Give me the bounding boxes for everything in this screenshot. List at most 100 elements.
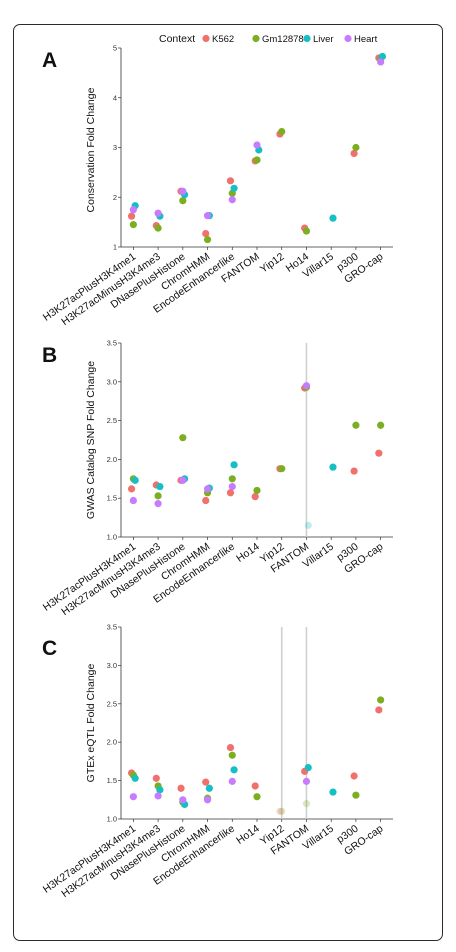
point-gm12878 (253, 156, 261, 164)
point-liver (156, 786, 164, 794)
y-tick-label: 3.0 (107, 377, 117, 386)
point-k562 (251, 493, 259, 501)
point-heart (228, 482, 236, 491)
point-gm12878 (154, 492, 162, 500)
panel-c: C GTEx eQTL Fold Change 1.0 1.5 2.0 2.5 3.0 3.5… (41, 623, 393, 900)
point-k562 (226, 177, 235, 185)
point-k562 (350, 772, 358, 780)
legend-label-gm12878: Gm12878 (262, 34, 304, 45)
y-axis-title: GTEx eQTL Fold Change (85, 664, 97, 783)
y-tick-label: 3 (113, 143, 117, 152)
point-heart (253, 141, 261, 149)
point-heart (154, 500, 162, 508)
legend-swatch-heart (344, 34, 352, 43)
point-gm12878 (253, 793, 261, 801)
point-liver (378, 52, 387, 61)
point-gm12878 (302, 800, 311, 808)
y-tick-label: 3.5 (107, 339, 117, 348)
point-k562 (226, 743, 235, 752)
point-heart (154, 209, 162, 217)
point-gm12878 (352, 791, 360, 799)
point-heart (228, 196, 236, 204)
point-k562 (375, 706, 383, 714)
point-gm12878 (302, 227, 311, 235)
point-k562 (202, 778, 210, 786)
point-gm12878 (203, 235, 212, 244)
point-gm12878 (352, 143, 360, 152)
point-gm12878 (179, 197, 187, 205)
point-liver (131, 476, 139, 484)
point-k562 (152, 774, 160, 782)
point-heart (154, 792, 162, 800)
point-liver (230, 766, 238, 774)
y-tick-label: 1.5 (107, 494, 117, 503)
legend-title: Context (159, 33, 195, 45)
y-tick-label: 5 (113, 44, 117, 53)
x-tick-label: Ho14 (234, 823, 262, 847)
point-gm12878 (377, 421, 385, 429)
point-gm12878 (278, 807, 286, 815)
y-tick-label: 3.0 (107, 661, 117, 670)
point-k562 (251, 782, 259, 790)
point-k562 (202, 496, 210, 505)
legend: Context K562 Gm12878 Liver Heart (159, 33, 378, 45)
point-liver (131, 774, 139, 782)
point-heart (179, 796, 187, 804)
point-liver (329, 214, 337, 222)
point-heart (129, 793, 137, 801)
legend-swatch-liver (303, 34, 311, 43)
point-gm12878 (228, 475, 236, 483)
point-k562 (127, 485, 136, 493)
point-liver (304, 763, 312, 772)
y-tick-label: 3.5 (107, 623, 117, 632)
point-liver (205, 784, 213, 792)
y-tick-label: 2 (113, 193, 117, 202)
point-gm12878 (129, 221, 137, 229)
point-gm12878 (278, 465, 286, 473)
point-heart (203, 796, 212, 804)
y-tick-label: 1 (113, 243, 117, 252)
point-heart (179, 187, 187, 195)
point-gm12878 (352, 421, 360, 429)
point-liver (156, 482, 164, 491)
point-heart (228, 777, 236, 785)
point-k562 (350, 149, 358, 158)
y-tick-label: 1.0 (107, 815, 117, 824)
y-tick-label: 1.0 (107, 533, 117, 542)
point-liver (304, 521, 312, 529)
point-k562 (276, 807, 284, 815)
panel-label: A (42, 49, 57, 72)
y-tick-label: 2.5 (107, 416, 117, 425)
x-tick-label: Yip12 (258, 251, 287, 276)
point-k562 (202, 229, 210, 238)
legend-label-k562: K562 (212, 34, 234, 45)
x-tick-label: Ho14 (234, 541, 262, 565)
point-heart (377, 58, 385, 66)
y-tick-label: 2.5 (107, 699, 117, 708)
point-liver (329, 788, 337, 796)
point-k562 (350, 467, 358, 475)
y-axis-title: GWAS Catalog SNP Fold Change (85, 361, 97, 519)
point-k562 (375, 449, 383, 457)
point-heart (129, 206, 137, 214)
point-gm12878 (253, 486, 261, 495)
point-heart (179, 476, 187, 484)
y-tick-label: 4 (113, 93, 117, 102)
panel-b: B GWAS Catalog SNP Fold Change 1.0 1.5 2.0 2.… (41, 339, 393, 618)
point-heart (203, 485, 212, 493)
point-gm12878 (278, 127, 286, 136)
figure-frame (13, 24, 443, 941)
point-k562 (226, 489, 235, 497)
point-gm12878 (377, 696, 385, 704)
legend-swatch-k562 (202, 34, 210, 43)
point-liver (329, 463, 337, 471)
point-gm12878 (228, 751, 236, 759)
point-heart (302, 777, 311, 785)
point-heart (129, 496, 137, 505)
point-k562 (177, 784, 185, 792)
legend-label-liver: Liver (313, 34, 334, 45)
y-axis-title: Conservation Fold Change (85, 87, 97, 212)
point-liver (230, 184, 238, 192)
point-heart (302, 382, 311, 390)
